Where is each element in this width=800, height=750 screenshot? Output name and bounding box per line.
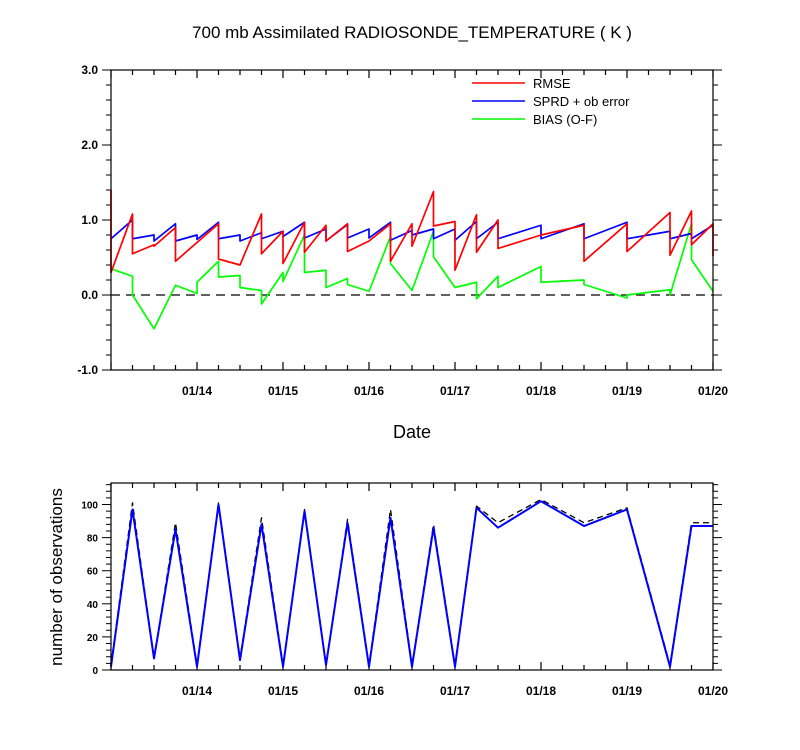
legend-label-bias: BIAS (O-F) [533, 112, 597, 127]
y-tick-label: 3.0 [81, 63, 98, 77]
top-plot-area: 01/14 01/15 01/16 01/17 01/18 01/19 01/20 -1.0 0… [77, 63, 728, 398]
bottom-y-axis-label: number of observations [47, 488, 66, 666]
x-tick-label: 01/18 [526, 384, 556, 398]
x-tick-label: 01/15 [268, 384, 298, 398]
y-tick-label: 1.0 [81, 213, 98, 227]
legend: RMSE SPRD + ob error BIAS (O-F) [472, 76, 630, 127]
series-line-used [110, 500, 713, 668]
series-line-bias-o-f [110, 222, 714, 330]
y-tick-label: 80 [87, 534, 99, 545]
y-tick-label: 2.0 [81, 138, 98, 152]
bottom-plot-area: 01/14 01/15 01/16 01/17 01/18 01/19 01/20 0 20 40… [81, 483, 728, 698]
top-chart: 700 mb Assimilated RADIOSONDE_TEMPERATUR… [77, 23, 728, 442]
x-tick-label: 01/15 [268, 684, 298, 698]
chart-title: 700 mb Assimilated RADIOSONDE_TEMPERATUR… [192, 23, 632, 42]
x-tick-label: 01/18 [526, 684, 556, 698]
x-tick-label: 01/14 [182, 684, 212, 698]
bottom-chart: 01/14 01/15 01/16 01/17 01/18 01/19 01/20 0 20 40… [47, 482, 728, 698]
x-tick-label: 01/19 [612, 384, 642, 398]
top-plot-frame [110, 69, 714, 371]
y-tick-label: 60 [87, 567, 99, 578]
bottom-plot-frame [110, 482, 714, 671]
y-tick-label: 0 [92, 666, 98, 677]
top-x-axis-label: Date [393, 422, 431, 442]
x-tick-label: 01/17 [440, 684, 470, 698]
legend-label-sprd: SPRD + ob error [533, 94, 630, 109]
legend-label-rmse: RMSE [533, 76, 571, 91]
y-tick-label: -1.0 [77, 363, 98, 377]
series-line-rmse [110, 190, 714, 274]
x-tick-label: 01/14 [182, 384, 212, 398]
x-tick-label: 01/19 [612, 684, 642, 698]
x-tick-label: 01/20 [698, 684, 728, 698]
x-tick-label: 01/20 [698, 384, 728, 398]
y-tick-label: 100 [81, 501, 98, 512]
y-tick-label: 20 [87, 633, 99, 644]
x-tick-label: 01/16 [354, 684, 384, 698]
x-tick-label: 01/16 [354, 384, 384, 398]
y-tick-label: 40 [87, 600, 99, 611]
y-tick-label: 0.0 [81, 288, 98, 302]
x-tick-label: 01/17 [440, 384, 470, 398]
